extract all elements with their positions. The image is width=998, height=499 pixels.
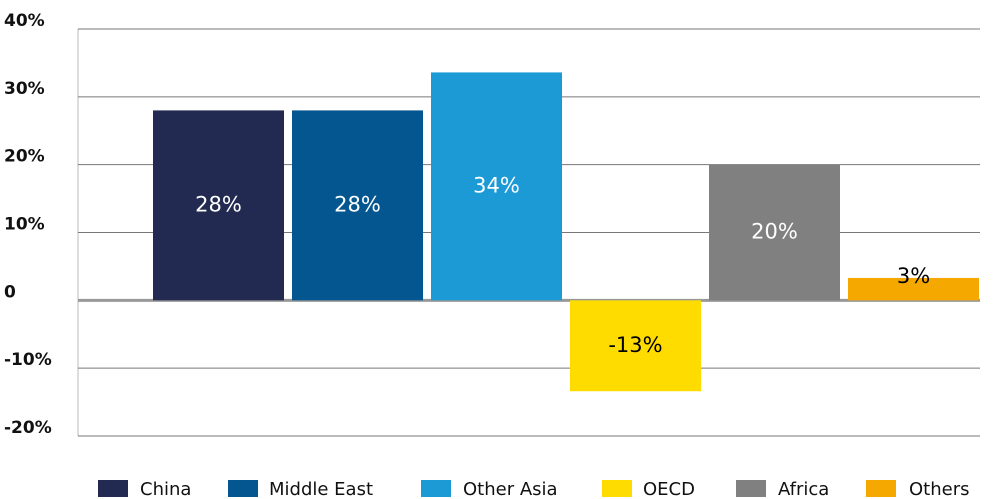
legend-label: Middle East bbox=[269, 479, 373, 499]
legend-label: Others bbox=[909, 479, 970, 499]
value-label: -13% bbox=[608, 333, 662, 357]
y-tick-label: 10% bbox=[4, 215, 45, 235]
value-label: 28% bbox=[334, 192, 381, 216]
value-label: 34% bbox=[473, 173, 520, 197]
value-label: 20% bbox=[751, 220, 798, 244]
legend-swatch bbox=[98, 480, 128, 497]
y-tick-label: 30% bbox=[4, 79, 45, 99]
legend-label: Other Asia bbox=[463, 479, 558, 499]
legend-swatch bbox=[736, 480, 766, 497]
bar bbox=[153, 110, 284, 301]
legend-swatch bbox=[421, 480, 451, 497]
bar bbox=[709, 164, 840, 301]
legend-swatch bbox=[228, 480, 258, 497]
legend-swatch bbox=[866, 480, 896, 497]
bar bbox=[292, 110, 423, 301]
y-tick-label: 20% bbox=[4, 147, 45, 167]
y-tick-label: 0 bbox=[4, 282, 16, 302]
y-tick-label: 40% bbox=[4, 11, 45, 31]
bar bbox=[848, 277, 979, 301]
value-label: 28% bbox=[195, 192, 242, 216]
legend-label: China bbox=[140, 479, 191, 499]
legend-label: Africa bbox=[778, 479, 829, 499]
bar bbox=[570, 300, 701, 392]
value-label: 3% bbox=[897, 264, 930, 288]
legend-swatch bbox=[602, 480, 632, 497]
legend-label: OECD bbox=[643, 479, 695, 499]
bar bbox=[431, 72, 562, 301]
y-tick-label: -20% bbox=[4, 418, 52, 438]
y-tick-label: -10% bbox=[4, 350, 52, 370]
